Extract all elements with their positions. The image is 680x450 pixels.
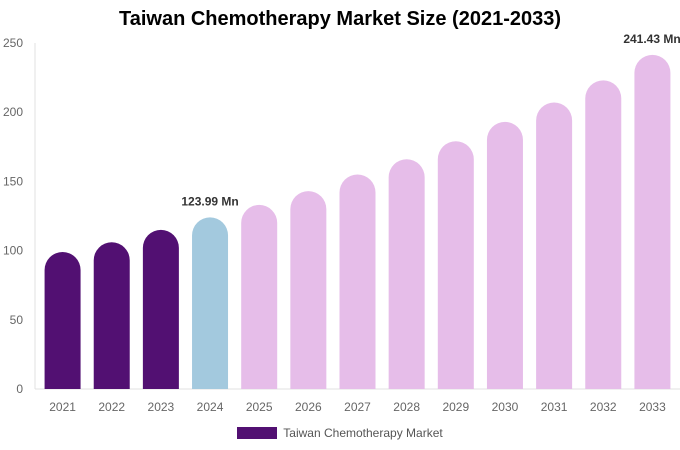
x-tick-label: 2025 — [246, 400, 273, 414]
bar-2022 — [93, 242, 130, 389]
y-tick-label: 200 — [3, 105, 23, 119]
bar-2030 — [486, 121, 523, 389]
bar-2029 — [437, 141, 474, 389]
bar-2025 — [241, 204, 278, 389]
bar-2024 — [192, 217, 229, 389]
data-label-2024: 123.99 Mn — [181, 194, 238, 208]
y-tick-label: 0 — [16, 382, 23, 396]
x-tick-label: 2028 — [393, 400, 420, 414]
bar-2027 — [339, 174, 376, 389]
x-tick-label: 2033 — [639, 400, 666, 414]
y-tick-label: 250 — [3, 36, 23, 50]
bar-2031 — [536, 102, 573, 390]
bar-2028 — [388, 159, 425, 389]
bar-2033 — [634, 54, 671, 390]
x-tick-label: 2024 — [197, 400, 224, 414]
y-tick-label: 100 — [3, 244, 23, 258]
x-tick-label: 2027 — [344, 400, 371, 414]
bar-2021 — [44, 251, 81, 389]
x-tick-label: 2023 — [148, 400, 175, 414]
y-tick-label: 50 — [10, 313, 24, 327]
data-label-2033: 241.43 Mn — [623, 32, 680, 46]
legend-label: Taiwan Chemotherapy Market — [283, 426, 443, 440]
x-tick-label: 2031 — [541, 400, 568, 414]
x-tick-label: 2022 — [98, 400, 125, 414]
y-tick-label: 150 — [3, 174, 23, 188]
x-tick-label: 2032 — [590, 400, 617, 414]
x-tick-label: 2026 — [295, 400, 322, 414]
x-tick-label: 2021 — [49, 400, 76, 414]
bar-2032 — [585, 80, 622, 390]
x-tick-label: 2029 — [442, 400, 469, 414]
bar-2026 — [290, 191, 327, 389]
chart-title: Taiwan Chemotherapy Market Size (2021-20… — [118, 8, 562, 30]
x-tick-label: 2030 — [492, 400, 519, 414]
bar-2023 — [142, 229, 179, 389]
legend-swatch — [237, 427, 278, 439]
legend: Taiwan Chemotherapy Market — [0, 426, 680, 440]
